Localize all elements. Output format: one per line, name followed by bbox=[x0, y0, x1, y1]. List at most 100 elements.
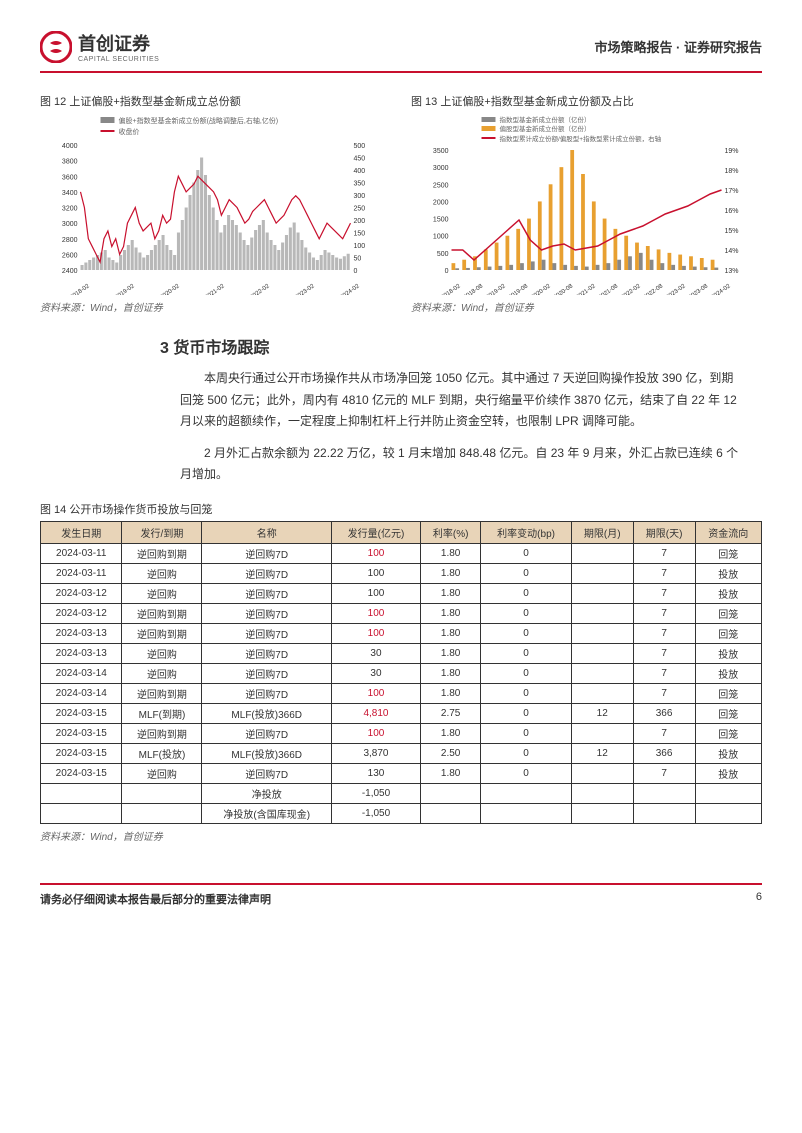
table-cell bbox=[695, 803, 761, 823]
svg-text:2021-08: 2021-08 bbox=[598, 283, 620, 295]
table-cell: 130 bbox=[332, 763, 421, 783]
table-cell: 回笼 bbox=[695, 723, 761, 743]
table-cell: 逆回购 bbox=[122, 643, 202, 663]
table-14-source: 资料来源：Wind，首创证券 bbox=[40, 828, 762, 843]
svg-text:2018-08: 2018-08 bbox=[463, 283, 485, 295]
table-cell bbox=[633, 783, 695, 803]
table-cell: MLF(到期) bbox=[122, 703, 202, 723]
svg-text:2021-02: 2021-02 bbox=[575, 283, 597, 295]
table-cell: 2024-03-11 bbox=[41, 543, 122, 563]
svg-text:3500: 3500 bbox=[433, 148, 449, 155]
table-cell: 7 bbox=[633, 763, 695, 783]
svg-text:2024-02: 2024-02 bbox=[710, 283, 732, 295]
table-cell bbox=[571, 763, 633, 783]
svg-text:500: 500 bbox=[437, 251, 449, 258]
table-cell: -1,050 bbox=[332, 783, 421, 803]
svg-text:2023-02: 2023-02 bbox=[294, 283, 316, 295]
svg-text:2023-08: 2023-08 bbox=[688, 283, 710, 295]
svg-text:4000: 4000 bbox=[62, 143, 78, 150]
table-row: 2024-03-15逆回购到期逆回购7D1001.8007回笼 bbox=[41, 723, 762, 743]
table-cell bbox=[571, 783, 633, 803]
table-cell: 回笼 bbox=[695, 603, 761, 623]
svg-text:2800: 2800 bbox=[62, 237, 78, 244]
table-cell: 逆回购到期 bbox=[122, 683, 202, 703]
table-cell: 1.80 bbox=[420, 623, 480, 643]
svg-text:3600: 3600 bbox=[62, 174, 78, 181]
table-header-cell: 资金流向 bbox=[695, 521, 761, 543]
svg-text:2019-08: 2019-08 bbox=[508, 283, 530, 295]
table-cell: 逆回购 bbox=[122, 763, 202, 783]
svg-text:500: 500 bbox=[354, 143, 366, 150]
chart-13-block: 图 13 上证偏股+指数型基金新成立份额及占比 指数型基金新成立份额（亿份）偏股… bbox=[411, 93, 762, 314]
table-cell: 回笼 bbox=[695, 703, 761, 723]
table-cell: 7 bbox=[633, 643, 695, 663]
table-cell bbox=[571, 583, 633, 603]
table-header-cell: 发行/到期 bbox=[122, 521, 202, 543]
svg-text:2500: 2500 bbox=[433, 182, 449, 189]
table-cell: 逆回购7D bbox=[202, 643, 332, 663]
svg-text:2600: 2600 bbox=[62, 252, 78, 259]
chart-12-source: 资料来源：Wind，首创证券 bbox=[40, 299, 391, 314]
table-cell: 1.80 bbox=[420, 763, 480, 783]
chart-13-source: 资料来源：Wind，首创证券 bbox=[411, 299, 762, 314]
svg-text:3400: 3400 bbox=[62, 190, 78, 197]
table-cell: 1.80 bbox=[420, 663, 480, 683]
table-cell: 0 bbox=[481, 623, 571, 643]
table-cell bbox=[571, 623, 633, 643]
svg-text:150: 150 bbox=[354, 231, 366, 238]
table-cell bbox=[571, 563, 633, 583]
table-cell bbox=[633, 803, 695, 823]
table-cell: -1,050 bbox=[332, 803, 421, 823]
svg-text:2019-02: 2019-02 bbox=[485, 283, 507, 295]
svg-text:3800: 3800 bbox=[62, 159, 78, 166]
table-cell: 7 bbox=[633, 563, 695, 583]
svg-text:16%: 16% bbox=[725, 208, 739, 215]
svg-text:2000: 2000 bbox=[433, 199, 449, 206]
table-cell bbox=[571, 603, 633, 623]
table-cell: 2024-03-12 bbox=[41, 583, 122, 603]
table-cell: 100 bbox=[332, 683, 421, 703]
footer-disclaimer: 请务必仔细阅读本报告最后部分的重要法律声明 bbox=[40, 891, 271, 907]
svg-text:2020-02: 2020-02 bbox=[159, 283, 181, 295]
table-cell: 2.75 bbox=[420, 703, 480, 723]
chart-13-title: 图 13 上证偏股+指数型基金新成立份额及占比 bbox=[411, 93, 762, 109]
table-cell bbox=[571, 663, 633, 683]
chart-12-title: 图 12 上证偏股+指数型基金新成立总份额 bbox=[40, 93, 391, 109]
svg-text:50: 50 bbox=[354, 256, 362, 263]
svg-text:2022-08: 2022-08 bbox=[643, 283, 665, 295]
table-cell: 逆回购7D bbox=[202, 583, 332, 603]
table-cell bbox=[571, 803, 633, 823]
report-type-label: 市场策略报告 · 证券研究报告 bbox=[594, 37, 762, 56]
chart-13: 指数型基金新成立份额（亿份）偏股型基金新成立份额（亿份）指数型累计成立份额/偏股… bbox=[411, 115, 762, 295]
table-cell: 2024-03-14 bbox=[41, 663, 122, 683]
table-row: 净投放-1,050 bbox=[41, 783, 762, 803]
table-cell: 2024-03-13 bbox=[41, 643, 122, 663]
chart-12-block: 图 12 上证偏股+指数型基金新成立总份额 偏股+指数型基金新成立份额(战略调整… bbox=[40, 93, 391, 314]
table-cell: 100 bbox=[332, 583, 421, 603]
table-cell: 投放 bbox=[695, 643, 761, 663]
table-14-title: 图 14 公开市场操作货币投放与回笼 bbox=[40, 501, 762, 517]
table-cell: 0 bbox=[481, 643, 571, 663]
table-header-cell: 名称 bbox=[202, 521, 332, 543]
table-cell bbox=[481, 783, 571, 803]
svg-text:3000: 3000 bbox=[433, 165, 449, 172]
table-cell: 逆回购7D bbox=[202, 683, 332, 703]
svg-text:1500: 1500 bbox=[433, 217, 449, 224]
logo-text-cn: 首创证券 bbox=[78, 30, 159, 56]
table-cell: 366 bbox=[633, 743, 695, 763]
table-cell: MLF(投放)366D bbox=[202, 703, 332, 723]
table-row: 2024-03-11逆回购逆回购7D1001.8007投放 bbox=[41, 563, 762, 583]
table-header-cell: 期限(月) bbox=[571, 521, 633, 543]
table-cell: 100 bbox=[332, 623, 421, 643]
table-cell: MLF(投放)366D bbox=[202, 743, 332, 763]
table-cell: 投放 bbox=[695, 583, 761, 603]
table-cell: 100 bbox=[332, 603, 421, 623]
table-row: 2024-03-14逆回购到期逆回购7D1001.8007回笼 bbox=[41, 683, 762, 703]
table-cell bbox=[122, 783, 202, 803]
svg-text:350: 350 bbox=[354, 181, 366, 188]
table-cell: 0 bbox=[481, 763, 571, 783]
svg-text:18%: 18% bbox=[725, 168, 739, 175]
table-cell bbox=[571, 683, 633, 703]
svg-text:3200: 3200 bbox=[62, 206, 78, 213]
table-cell: 投放 bbox=[695, 563, 761, 583]
